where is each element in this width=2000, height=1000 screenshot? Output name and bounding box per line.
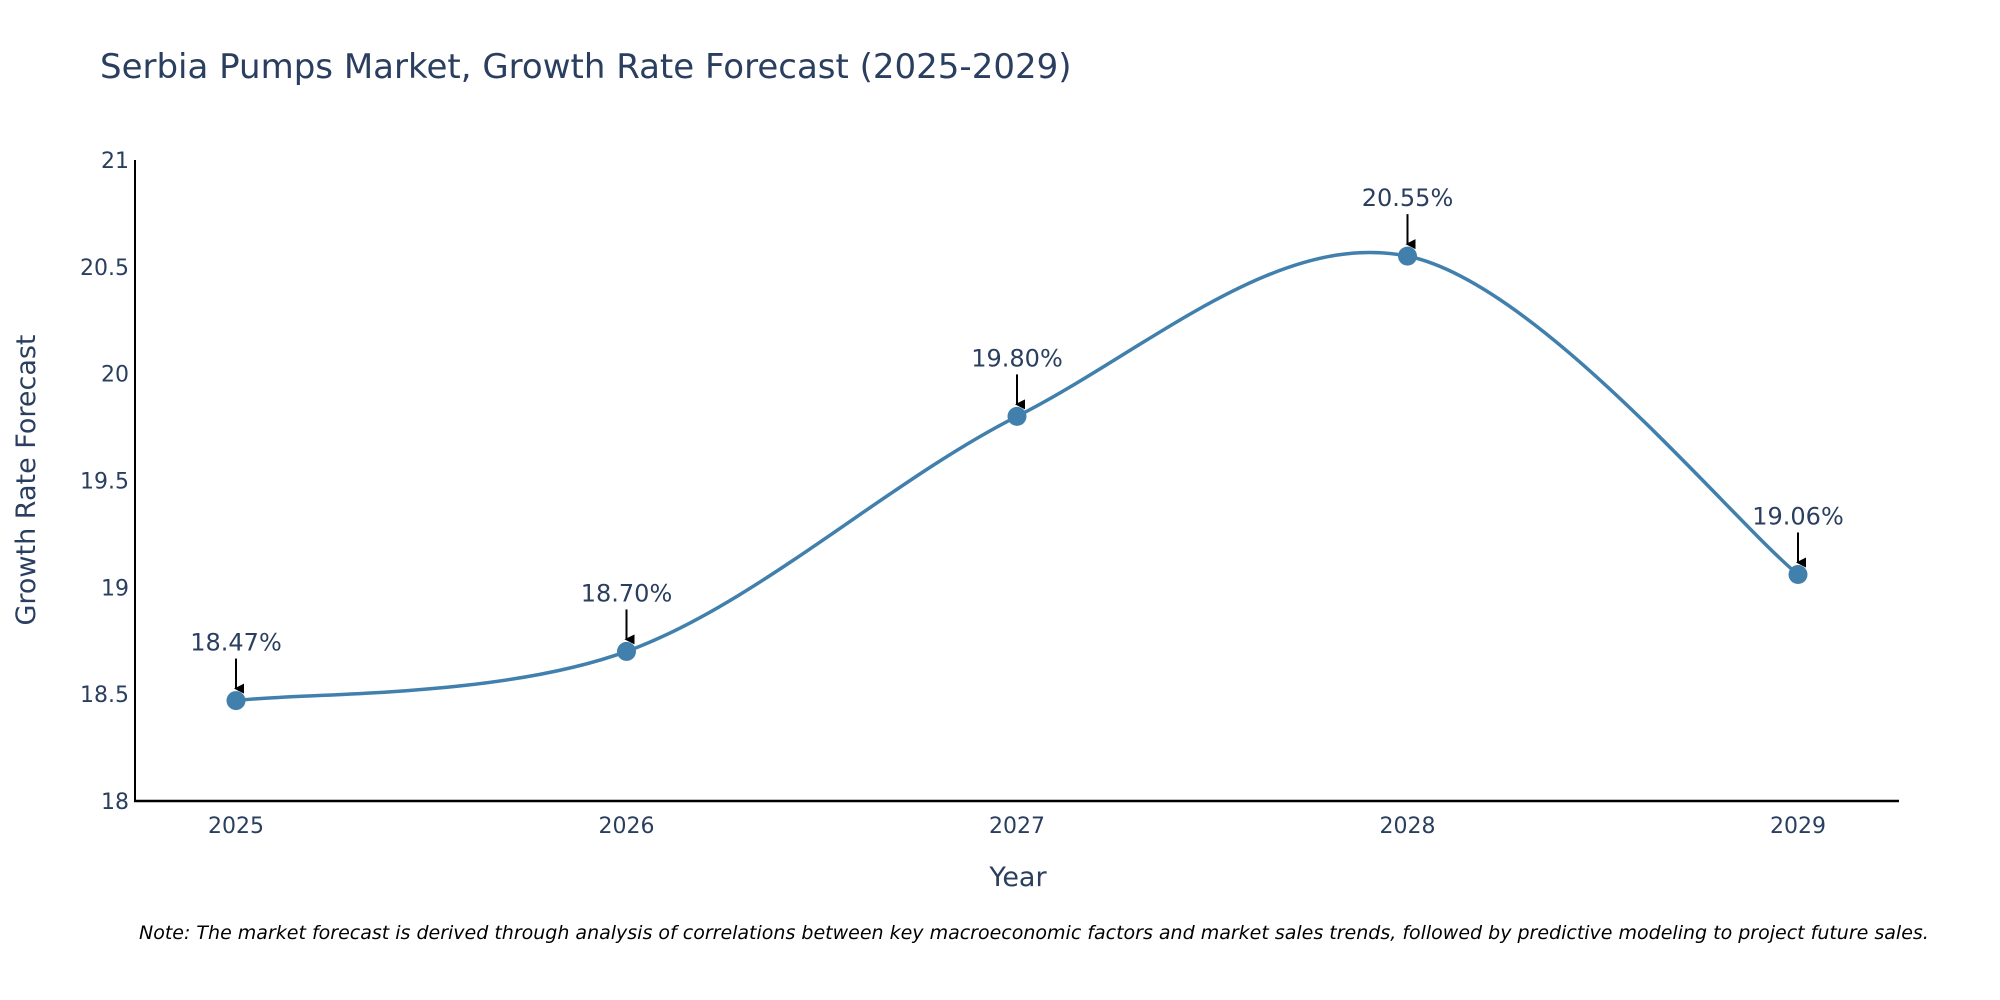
x-tick-label: 2027 xyxy=(989,814,1045,839)
series-line xyxy=(235,250,1800,703)
data-point[interactable] xyxy=(1007,406,1027,426)
data-label: 18.70% xyxy=(581,579,673,607)
x-tick-label: 2029 xyxy=(1770,814,1826,839)
x-axis-ticks: 2025 2026 2027 2028 2029 xyxy=(208,814,1826,839)
y-tick-label: 20 xyxy=(101,363,129,388)
y-axis-ticks: 18 18.5 19 19.5 20 20.5 21 xyxy=(80,149,129,815)
y-tick-label: 18 xyxy=(101,790,129,815)
data-label: 20.55% xyxy=(1362,184,1454,212)
data-label: 19.80% xyxy=(971,344,1063,372)
y-tick-label: 21 xyxy=(101,149,129,174)
y-tick-label: 18.5 xyxy=(80,683,129,708)
data-label: 18.47% xyxy=(190,629,282,657)
plot-area: 18.47% 18.70% 19.80% 20.55% 19.06% xyxy=(190,184,1844,711)
y-tick-label: 19.5 xyxy=(80,470,129,495)
data-point[interactable] xyxy=(1398,246,1417,266)
y-axis-title: Growth Rate Forecast xyxy=(11,334,42,625)
data-point[interactable] xyxy=(226,691,246,711)
data-label: 19.06% xyxy=(1752,503,1844,531)
data-point[interactable] xyxy=(1788,565,1808,585)
footnote: Note: The market forecast is derived thr… xyxy=(139,922,1929,944)
chart-title: Serbia Pumps Market, Growth Rate Forecas… xyxy=(100,47,1072,87)
y-tick-label: 19 xyxy=(101,576,129,601)
x-tick-label: 2028 xyxy=(1380,814,1436,839)
y-tick-label: 20.5 xyxy=(80,256,129,281)
data-point[interactable] xyxy=(617,641,636,661)
x-axis-title: Year xyxy=(988,862,1047,893)
x-tick-label: 2026 xyxy=(599,814,655,839)
x-tick-label: 2025 xyxy=(208,814,264,839)
